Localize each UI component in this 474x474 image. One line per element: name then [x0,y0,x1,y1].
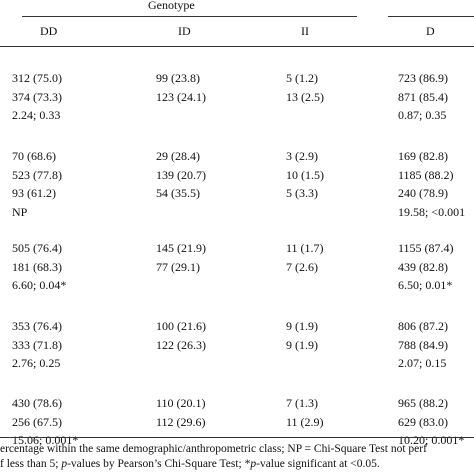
genotype-rule [22,16,357,17]
table-cell-ii: 3 (2.9) [286,149,318,163]
table-cell-d: 806 (87.2) [398,319,448,333]
table-cell-d: 1185 (88.2) [398,167,454,182]
table-cell-id: 54 (35.5) [156,186,200,200]
table-cell-ii: 7 (1.3) [286,396,318,410]
column-header-d: D [426,24,435,38]
header-bottom-rule [0,46,474,47]
footnote-line-1: ercentage within the same demographic/an… [0,443,427,455]
table-cell-d: 6.50; 0.01* [398,278,453,292]
table-cell-d: 0.87; 0.35 [398,108,447,122]
table-cell-id: 77 (29.1) [156,259,200,274]
table-cell-ii: 13 (2.5) [286,89,324,104]
table-cell-dd: 181 (68.3) [12,259,62,274]
table-cell-id: 100 (21.6) [156,319,206,333]
table-cell-dd: 2.24; 0.33 [12,108,61,122]
table-cell-dd: 2.76; 0.25 [12,356,61,370]
table-cell-dd: 333 (71.8) [12,337,62,352]
table-cell-dd: 70 (68.6) [12,149,56,163]
table-cell-ii: 5 (3.3) [286,186,318,200]
table-cell-d: 2.07; 0.15 [398,356,447,370]
table-cell-id: 139 (20.7) [156,167,206,182]
table-cell-dd: 15.06; 0.001* [12,433,79,447]
table-cell-dd: 430 (78.6) [12,396,62,410]
table-cell-d: 629 (83.0) [398,414,448,429]
table-cell-dd: 505 (76.4) [12,241,62,255]
table-cell-dd: 6.60; 0.04* [12,278,67,292]
table-cell-d: 788 (84.9) [398,337,448,352]
table-cell-id: 123 (24.1) [156,89,206,104]
allele-rule [388,16,474,17]
footnote-line-2: f less than 5; p-values by Pearson’s Chi… [0,458,380,470]
table-cell-ii: 5 (1.2) [286,71,318,85]
column-header-id: ID [178,24,191,38]
table-cell-dd: 256 (67.5) [12,414,62,429]
table-cell-d: 240 (78.9) [398,186,448,200]
genotype-header: Genotype [148,0,195,12]
table-cell-id: 112 (29.6) [156,414,206,429]
table-cell-d: 439 (82.8) [398,259,448,274]
column-header-dd: DD [40,24,58,38]
table-cell-d: 19.58; <0.001 [398,204,466,219]
table-cell-dd: 312 (75.0) [12,71,62,85]
table-cell-d: 871 (85.4) [398,89,448,104]
table-cell-ii: 11 (1.7) [286,241,324,255]
table-cell-d: 965 (88.2) [398,396,448,410]
table-cell-id: 122 (26.3) [156,337,206,352]
table-cell-dd: 523 (77.8) [12,167,62,182]
table-cell-id: 145 (21.9) [156,241,206,255]
column-header-ii: II [301,24,309,38]
table-cell-id: 110 (20.1) [156,396,206,410]
table-cell-dd: NP [12,204,28,219]
table-cell-d: 723 (86.9) [398,71,448,85]
table-cell-ii: 9 (1.9) [286,337,318,352]
table-cell-id: 29 (28.4) [156,149,200,163]
table-cell-dd: 353 (76.4) [12,319,62,333]
table-cell-ii: 11 (2.9) [286,414,324,429]
table-cell-d: 10.20; 0.001* [398,433,465,447]
table-cell-dd: 93 (61.2) [12,186,56,200]
table-cell-d: 1155 (87.4) [398,241,454,255]
table-cell-dd: 374 (73.3) [12,89,62,104]
table-cell-id: 99 (23.8) [156,71,200,85]
table-cell-d: 169 (82.8) [398,149,448,163]
table-cell-ii: 7 (2.6) [286,259,318,274]
table-bottom-rule [0,437,474,438]
table-cell-ii: 9 (1.9) [286,319,318,333]
table-cell-ii: 10 (1.5) [286,167,324,182]
